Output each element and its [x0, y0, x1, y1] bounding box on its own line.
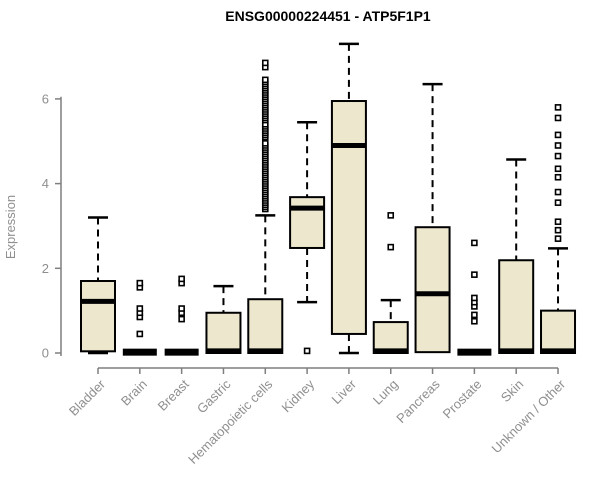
- box-rect: [540, 309, 577, 354]
- outlier-point: [178, 315, 185, 323]
- box-skin: [498, 158, 535, 355]
- outlier-point: [554, 218, 562, 226]
- outlier-point: [554, 165, 562, 173]
- box-unknown-other: [540, 104, 577, 354]
- outlier-point: [178, 275, 185, 283]
- outlier-point: [136, 279, 144, 287]
- box-rect: [372, 321, 409, 355]
- y-axis-label: Expression: [3, 195, 18, 259]
- outlier-point: [471, 317, 478, 325]
- box-breast: [164, 275, 199, 356]
- box-rect: [414, 226, 451, 354]
- box-rect: [330, 100, 367, 335]
- x-tick-label: Gastric: [194, 376, 234, 416]
- outlier-point: [554, 152, 562, 160]
- outlier-point: [554, 226, 562, 234]
- outlier-point: [554, 131, 562, 139]
- outlier-point: [303, 347, 311, 355]
- x-tick-label: Breast: [155, 376, 192, 413]
- box-rect: [498, 259, 535, 355]
- outlier-point: [136, 330, 144, 338]
- median-line: [122, 348, 157, 356]
- outlier-point: [471, 271, 478, 278]
- x-tick-label: Liver: [329, 376, 360, 407]
- median-line: [164, 348, 199, 356]
- outlier-point: [136, 305, 144, 312]
- x-tick-label: Prostate: [440, 377, 485, 422]
- outlier-point: [261, 76, 269, 84]
- y-tick-label: 2: [42, 261, 49, 276]
- outlier-point: [471, 294, 478, 302]
- x-tick-label: Skin: [498, 377, 526, 405]
- box-rect: [205, 311, 242, 354]
- outlier-point: [261, 59, 269, 67]
- outlier-point: [471, 311, 478, 319]
- outlier-point: [554, 235, 562, 242]
- y-tick-label: 4: [42, 176, 49, 191]
- outlier-point: [554, 114, 562, 122]
- x-tick-label: Bladder: [66, 376, 109, 419]
- x-tick-label: Brain: [118, 377, 150, 409]
- box-gastric: [205, 284, 242, 354]
- outlier-point: [387, 212, 395, 219]
- outlier-point: [554, 188, 562, 196]
- y-tick-label: 6: [42, 91, 49, 106]
- box-rect: [80, 280, 116, 353]
- outlier-point: [261, 140, 269, 147]
- outlier-point: [554, 104, 562, 111]
- outlier-point: [554, 142, 562, 149]
- box-pancreas: [414, 82, 451, 354]
- outlier-point: [471, 239, 478, 247]
- box-rect: [289, 196, 326, 249]
- median-line: [457, 348, 492, 356]
- box-brain: [122, 279, 157, 356]
- box-kidney: [289, 120, 326, 355]
- y-tick-label: 0: [42, 346, 49, 361]
- chart-title: ENSG00000224451 - ATP5F1P1: [225, 8, 431, 24]
- box-lung: [372, 212, 409, 355]
- box-prostate: [457, 239, 492, 356]
- x-tick-label: Kidney: [279, 376, 318, 415]
- box-liver: [330, 42, 367, 355]
- x-tick-label: Unknown / Other: [489, 376, 569, 456]
- x-tick-label: Lung: [370, 377, 401, 408]
- box-hematopoietic-cells: [247, 59, 284, 355]
- outlier-point: [554, 199, 562, 206]
- outlier-point: [554, 173, 562, 181]
- outlier-point: [387, 243, 395, 251]
- outlier-point: [178, 305, 185, 312]
- box-bladder: [80, 216, 116, 355]
- x-tick-label: Pancreas: [393, 376, 443, 426]
- box-rect: [247, 298, 284, 355]
